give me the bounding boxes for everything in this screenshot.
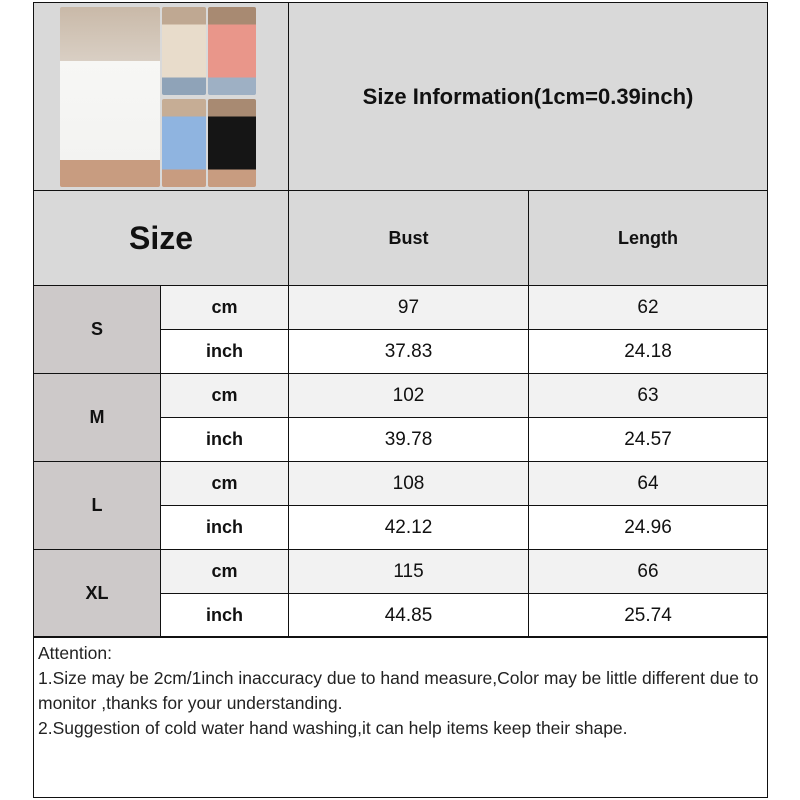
- size-label-l: L: [33, 461, 161, 550]
- bust-value: 44.85: [288, 593, 529, 638]
- bust-value: 97: [288, 285, 529, 330]
- product-photo-black: [208, 99, 256, 187]
- length-value: 66: [528, 549, 768, 594]
- unit-inch: inch: [160, 329, 289, 374]
- page-title: Size Information(1cm=0.39inch): [288, 2, 768, 191]
- length-value: 25.74: [528, 593, 768, 638]
- size-header: Size: [33, 190, 289, 286]
- bust-header: Bust: [288, 190, 529, 286]
- product-photo-beige: [162, 7, 206, 95]
- unit-inch: inch: [160, 505, 289, 550]
- bust-value: 42.12: [288, 505, 529, 550]
- unit-inch: inch: [160, 593, 289, 638]
- unit-cm: cm: [160, 549, 289, 594]
- length-value: 24.57: [528, 417, 768, 462]
- length-value: 24.96: [528, 505, 768, 550]
- length-header: Length: [528, 190, 768, 286]
- bust-value: 39.78: [288, 417, 529, 462]
- unit-cm: cm: [160, 373, 289, 418]
- bust-value: 115: [288, 549, 529, 594]
- product-photo-white: [60, 7, 160, 187]
- attention-note: Attention: 1.Size may be 2cm/1inch inacc…: [33, 636, 768, 798]
- length-value: 24.18: [528, 329, 768, 374]
- product-image-cell: [33, 2, 289, 191]
- bust-value: 37.83: [288, 329, 529, 374]
- attention-line-2: 2.Suggestion of cold water hand washing,…: [38, 718, 628, 738]
- length-value: 64: [528, 461, 768, 506]
- bust-value: 108: [288, 461, 529, 506]
- length-value: 63: [528, 373, 768, 418]
- unit-cm: cm: [160, 461, 289, 506]
- size-label-xl: XL: [33, 549, 161, 638]
- attention-line-1: 1.Size may be 2cm/1inch inaccuracy due t…: [38, 668, 759, 713]
- unit-cm: cm: [160, 285, 289, 330]
- attention-heading: Attention:: [38, 643, 112, 663]
- length-value: 62: [528, 285, 768, 330]
- size-label-s: S: [33, 285, 161, 374]
- product-photo-pink: [208, 7, 256, 95]
- size-label-m: M: [33, 373, 161, 462]
- product-photo-blue: [162, 99, 206, 187]
- bust-value: 102: [288, 373, 529, 418]
- unit-inch: inch: [160, 417, 289, 462]
